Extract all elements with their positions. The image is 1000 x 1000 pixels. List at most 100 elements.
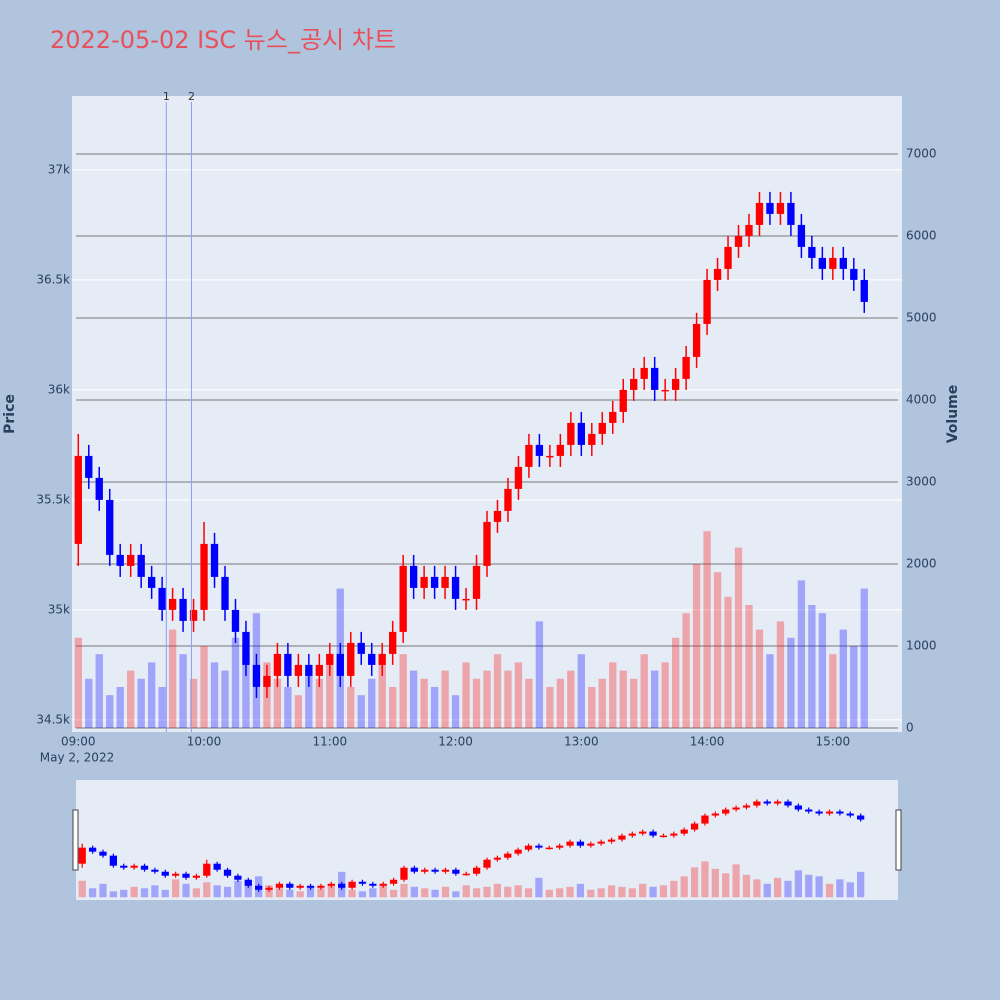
slider-volume-bar <box>659 885 668 898</box>
candle-body <box>305 664 313 676</box>
slider-volume-bar <box>327 883 335 898</box>
candle-body <box>462 598 470 601</box>
x-tick-label: 13:00 <box>564 735 599 749</box>
volume-bar <box>504 670 512 728</box>
volume-bar <box>210 662 219 728</box>
candle-body <box>147 576 156 588</box>
slider-volume-bar <box>452 891 460 898</box>
slider-candle-body <box>815 811 823 814</box>
volume-bar <box>305 670 313 728</box>
candle-body <box>158 587 166 610</box>
slider-candle-body <box>846 813 854 816</box>
volume-bar <box>556 678 565 728</box>
candle-body <box>231 609 240 632</box>
candle-body <box>430 576 439 588</box>
slider-volume-bar <box>472 888 481 898</box>
slider-candle-body <box>628 833 636 836</box>
candle-body <box>692 323 701 357</box>
x-tick-label: 14:00 <box>690 735 725 749</box>
candle-body <box>577 422 585 445</box>
slider-candle-body <box>493 857 502 860</box>
slider-candle-body <box>140 865 149 870</box>
candle-body <box>598 422 606 434</box>
volume-bar <box>546 686 554 728</box>
y-tick-label: 34.5k <box>36 712 70 726</box>
volume-bar <box>514 662 523 728</box>
candle-body <box>493 510 502 522</box>
slider-volume-bar <box>410 886 418 898</box>
candle-body <box>609 411 617 423</box>
slider-handle[interactable] <box>895 809 902 871</box>
volume-bar <box>808 604 816 728</box>
slider-candle-body <box>99 851 107 856</box>
volume-bar <box>734 547 743 728</box>
y2-tick-label: 6000 <box>906 228 937 242</box>
volume-bar <box>619 670 627 728</box>
x-tick-label: 11:00 <box>313 735 348 749</box>
volume-bar <box>95 654 103 728</box>
volume-bar <box>713 572 722 728</box>
slider-volume-bar <box>286 889 294 898</box>
candle-body <box>336 653 344 676</box>
slider-volume-bar <box>306 886 315 898</box>
volume-bar <box>399 654 407 728</box>
slider-candle-body <box>732 807 740 810</box>
slider-candle-body <box>836 811 844 814</box>
volume-bar <box>441 670 449 728</box>
slider-volume-bar <box>649 886 657 898</box>
slider-volume-bar <box>597 888 605 898</box>
slider-volume-bar <box>701 861 709 898</box>
slider-candle-body <box>690 823 699 830</box>
range-slider[interactable] <box>76 780 898 900</box>
slider-candle-body <box>88 847 97 852</box>
y2-tick-label: 3000 <box>906 474 937 488</box>
candle-body <box>116 554 124 566</box>
volume-bar <box>420 678 428 728</box>
candle-body <box>472 565 481 599</box>
slider-volume-bar <box>223 886 232 898</box>
slider-candle-body <box>576 841 585 846</box>
slider-candle-body <box>244 879 252 886</box>
candle-body <box>567 422 575 445</box>
volume-bar <box>682 613 690 728</box>
volume-bar <box>273 678 282 728</box>
volume-bar <box>525 678 533 728</box>
slider-volume-bar <box>680 876 688 898</box>
slider-volume-bar <box>836 879 844 898</box>
slider-handle[interactable] <box>72 809 79 871</box>
candle-body <box>74 455 82 544</box>
slider-candle-body <box>327 883 335 886</box>
candle-body <box>263 675 271 687</box>
slider-volume-bar <box>151 885 159 898</box>
slider-volume-bar <box>535 877 543 898</box>
slider-volume-bar <box>670 880 678 898</box>
slider-volume-bar <box>78 880 86 898</box>
slider-candle-body <box>109 855 117 866</box>
candle-body <box>483 521 491 566</box>
candle-body <box>284 653 292 676</box>
volume-bar <box>147 662 156 728</box>
slider-candle-body <box>742 805 751 808</box>
slider-candle-body <box>296 885 304 888</box>
volume-bar <box>221 670 229 728</box>
slider-volume-bar <box>722 873 730 898</box>
candle-body <box>850 268 858 280</box>
candle-body <box>399 565 407 632</box>
candle-body <box>630 378 638 390</box>
candle-body <box>420 576 428 588</box>
candle-body <box>252 664 261 687</box>
volume-bar <box>703 531 711 728</box>
slider-candle-body <box>410 867 418 872</box>
y-axis-title: Price <box>2 394 18 434</box>
volume-bar <box>326 654 334 728</box>
volume-bar <box>116 686 124 728</box>
slider-volume-bar <box>618 886 626 898</box>
slider-candle-body <box>338 883 346 888</box>
candle-body <box>766 202 774 214</box>
volume-bar <box>860 588 868 728</box>
slider-candle-body <box>431 869 439 872</box>
slider-candle-body <box>566 841 574 846</box>
candle-body <box>389 631 397 654</box>
slider-candle-body <box>275 883 284 888</box>
volume-bar <box>137 678 145 728</box>
